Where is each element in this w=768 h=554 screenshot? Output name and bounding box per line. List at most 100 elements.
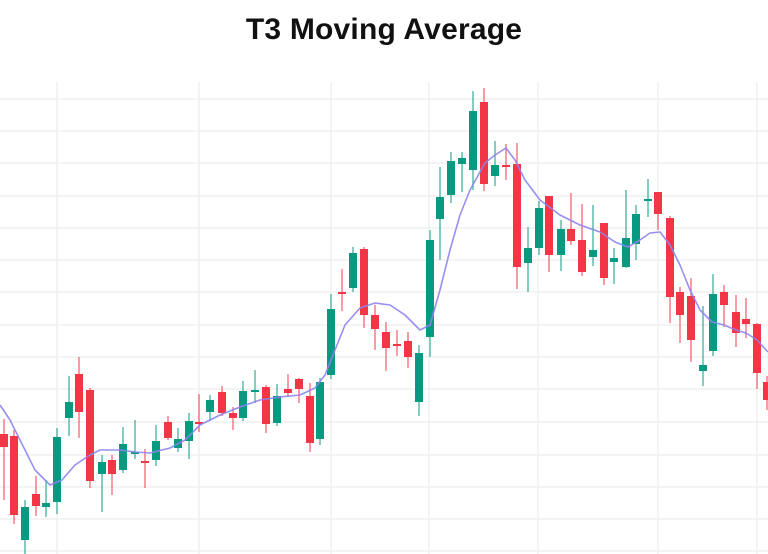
candle-down <box>262 385 270 433</box>
candle-body <box>108 460 116 474</box>
candle-down <box>218 386 226 416</box>
candle-body <box>338 292 346 294</box>
candle-body <box>382 332 390 348</box>
candle-body <box>21 507 29 540</box>
candle-up <box>458 152 466 192</box>
candle-down <box>306 383 314 452</box>
candle-body <box>676 292 684 315</box>
candle-body <box>458 158 466 164</box>
candle-down <box>720 285 728 327</box>
candle-body <box>469 111 477 170</box>
candle-up <box>42 480 50 517</box>
candle-body <box>502 165 510 167</box>
t3-moving-average-line <box>0 147 768 486</box>
candle-body <box>436 197 444 219</box>
candle-body <box>720 292 728 305</box>
candle-up <box>53 428 61 514</box>
candle-down <box>763 376 768 410</box>
candle-body <box>610 258 618 262</box>
candle-body <box>218 392 226 413</box>
candle-up <box>535 201 543 255</box>
candle-up <box>174 428 182 452</box>
candle-body <box>753 324 761 373</box>
candle-up <box>709 274 717 356</box>
candle-up <box>98 455 106 512</box>
candle-body <box>131 452 139 454</box>
candle-body <box>284 389 292 393</box>
candle-body <box>295 379 303 389</box>
candle-down <box>86 388 94 488</box>
candle-body <box>119 444 127 470</box>
candle-body <box>535 208 543 248</box>
candle-body <box>742 319 750 324</box>
candle-down <box>393 330 401 356</box>
candle-down <box>654 192 662 230</box>
candle-up <box>152 425 160 466</box>
candle-body <box>327 309 335 375</box>
candle-body <box>393 344 401 346</box>
candle-down <box>382 322 390 371</box>
candle-down <box>567 193 575 245</box>
candle-down <box>753 323 761 389</box>
candle-down <box>360 247 368 328</box>
candle-down <box>666 216 674 323</box>
candle-body <box>415 353 423 402</box>
candle-down <box>0 419 8 500</box>
candle-down <box>10 430 18 524</box>
candle-body <box>262 387 270 424</box>
candle-up <box>21 500 29 554</box>
candle-body <box>545 196 553 255</box>
candle-body <box>644 199 652 201</box>
candle-up <box>632 205 640 260</box>
candle-body <box>578 240 586 272</box>
candle-down <box>108 455 116 495</box>
candle-body <box>75 374 83 412</box>
candle-down <box>75 357 83 438</box>
candle-down <box>141 449 149 488</box>
candle-body <box>360 249 368 315</box>
candle-up <box>557 220 565 271</box>
candle-up <box>469 91 477 190</box>
candle-body <box>687 296 695 340</box>
candle-body <box>480 102 488 184</box>
candle-body <box>491 165 499 176</box>
candle-body <box>513 164 521 267</box>
candle-body <box>32 494 40 506</box>
candle-down <box>578 204 586 276</box>
candle-up <box>316 378 324 445</box>
candle-body <box>524 248 532 263</box>
candle-body <box>152 441 160 460</box>
candle-body <box>42 503 50 507</box>
candle-body <box>0 434 8 447</box>
candle-body <box>622 238 630 267</box>
candle-body <box>86 390 94 481</box>
candle-down <box>404 332 412 368</box>
candle-up <box>524 227 532 292</box>
candle-body <box>206 400 214 412</box>
candle-body <box>589 250 597 257</box>
candle-body <box>306 396 314 443</box>
candle-body <box>699 365 707 371</box>
candles <box>0 88 768 554</box>
candle-body <box>53 437 61 502</box>
candle-up <box>426 230 434 357</box>
candle-down <box>742 298 750 338</box>
candle-body <box>195 422 203 424</box>
candle-down <box>676 287 684 343</box>
candle-up <box>131 420 139 459</box>
candle-down <box>600 223 608 285</box>
candle-body <box>185 421 193 441</box>
candle-body <box>239 391 247 418</box>
candle-up <box>327 294 335 379</box>
candle-down <box>284 374 292 397</box>
candle-body <box>349 253 357 288</box>
candle-up <box>206 395 214 421</box>
candle-body <box>654 192 662 214</box>
grid <box>0 82 768 554</box>
candle-up <box>644 179 652 217</box>
candle-body <box>567 229 575 241</box>
candle-up <box>349 247 357 292</box>
candle-up <box>65 376 73 436</box>
candle-body <box>371 315 379 329</box>
